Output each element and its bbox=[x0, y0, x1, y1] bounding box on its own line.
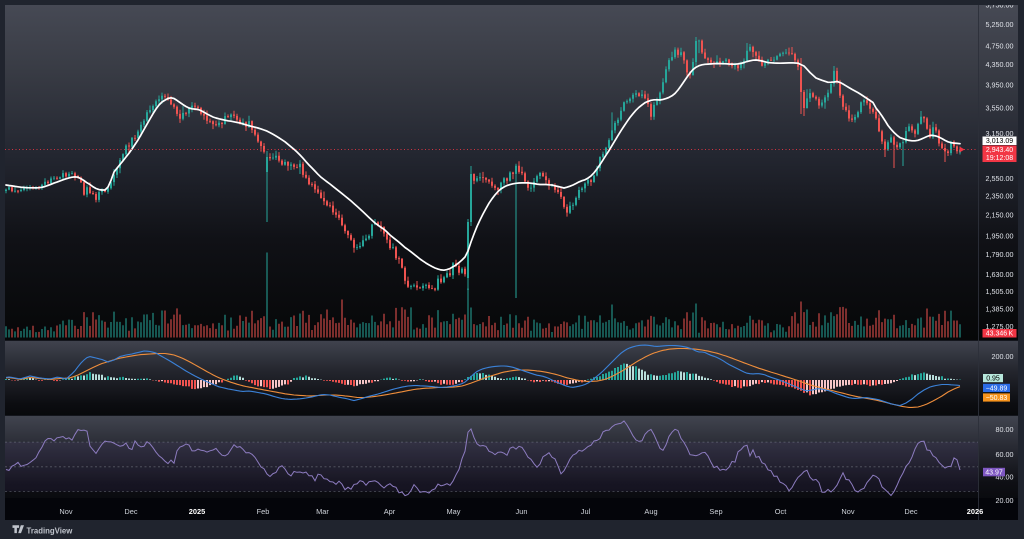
svg-text:2,943.40: 2,943.40 bbox=[986, 147, 1013, 154]
svg-text:1,790.00: 1,790.00 bbox=[986, 250, 1014, 259]
svg-text:1,385.00: 1,385.00 bbox=[986, 305, 1014, 314]
svg-text:5,250.00: 5,250.00 bbox=[986, 20, 1014, 29]
svg-text:4,350.00: 4,350.00 bbox=[986, 60, 1014, 69]
svg-text:Dec: Dec bbox=[124, 507, 137, 516]
svg-text:Feb: Feb bbox=[257, 507, 270, 516]
svg-text:2025: 2025 bbox=[189, 507, 205, 516]
svg-text:TradingView: TradingView bbox=[27, 526, 74, 535]
svg-text:−50.83: −50.83 bbox=[986, 395, 1008, 402]
svg-text:Aug: Aug bbox=[644, 507, 657, 516]
svg-text:2,550.00: 2,550.00 bbox=[986, 174, 1014, 183]
svg-text:Oct: Oct bbox=[775, 507, 787, 516]
svg-text:May: May bbox=[447, 507, 461, 516]
svg-text:20.00: 20.00 bbox=[996, 496, 1014, 505]
svg-text:200.00: 200.00 bbox=[992, 352, 1014, 361]
svg-text:3,013.09: 3,013.09 bbox=[986, 138, 1013, 145]
svg-text:0.95: 0.95 bbox=[986, 376, 1000, 383]
svg-text:Sep: Sep bbox=[709, 507, 722, 516]
svg-text:3,950.00: 3,950.00 bbox=[986, 81, 1014, 90]
svg-text:Apr: Apr bbox=[384, 507, 396, 516]
svg-text:1,630.00: 1,630.00 bbox=[986, 270, 1014, 279]
svg-text:Nov: Nov bbox=[841, 507, 854, 516]
svg-text:Jul: Jul bbox=[581, 507, 591, 516]
svg-text:−49.89: −49.89 bbox=[986, 385, 1008, 392]
svg-text:1,505.00: 1,505.00 bbox=[986, 287, 1014, 296]
svg-text:1,275.00: 1,275.00 bbox=[986, 322, 1014, 331]
svg-text:3,550.00: 3,550.00 bbox=[986, 104, 1014, 113]
svg-text:1,950.00: 1,950.00 bbox=[986, 232, 1014, 241]
svg-text:Dec: Dec bbox=[904, 507, 917, 516]
svg-text:19:12:08: 19:12:08 bbox=[986, 155, 1013, 162]
svg-text:43.97: 43.97 bbox=[985, 469, 1003, 476]
svg-text:43.346 K: 43.346 K bbox=[986, 331, 1014, 338]
svg-text:4,750.00: 4,750.00 bbox=[986, 41, 1014, 50]
svg-text:Jun: Jun bbox=[516, 507, 528, 516]
svg-text:2,350.00: 2,350.00 bbox=[986, 192, 1014, 201]
svg-text:2026: 2026 bbox=[967, 507, 983, 516]
svg-text:Mar: Mar bbox=[316, 507, 329, 516]
svg-text:40.00: 40.00 bbox=[996, 472, 1014, 481]
svg-text:80.00: 80.00 bbox=[996, 425, 1014, 434]
svg-text:60.00: 60.00 bbox=[996, 450, 1014, 459]
svg-text:2,150.00: 2,150.00 bbox=[986, 211, 1014, 220]
svg-text:3,150.00: 3,150.00 bbox=[986, 129, 1014, 138]
svg-text:Nov: Nov bbox=[59, 507, 72, 516]
